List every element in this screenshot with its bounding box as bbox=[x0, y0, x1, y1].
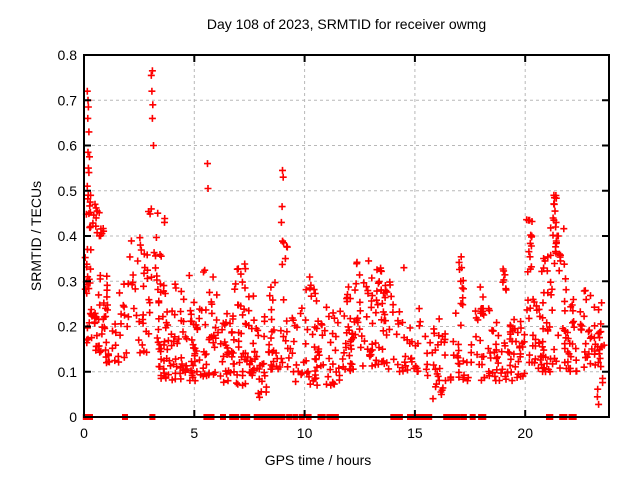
x-tick-label: 20 bbox=[517, 425, 533, 441]
y-tick-label: 0.6 bbox=[58, 138, 78, 154]
y-tick-label: 0.1 bbox=[58, 364, 78, 380]
y-tick-label: 0.8 bbox=[58, 47, 78, 63]
y-tick-label: 0.5 bbox=[58, 183, 78, 199]
y-tick-label: 0.2 bbox=[58, 319, 78, 335]
y-tick-label: 0.7 bbox=[58, 92, 78, 108]
chart-tick-marks bbox=[83, 54, 609, 418]
chart-data-markers bbox=[81, 67, 608, 408]
y-tick-label: 0.4 bbox=[58, 228, 78, 244]
x-axis-label: GPS time / hours bbox=[265, 452, 372, 468]
y-tick-label: 0 bbox=[69, 409, 77, 425]
x-tick-label: 15 bbox=[407, 425, 423, 441]
chart-title: Day 108 of 2023, SRMTID for receiver owm… bbox=[207, 16, 486, 32]
x-tick-label: 5 bbox=[190, 425, 198, 441]
x-tick-label: 10 bbox=[297, 425, 313, 441]
x-tick-label: 0 bbox=[80, 425, 88, 441]
y-axis-label: SRMTID / TECUs bbox=[28, 181, 44, 291]
y-tick-label: 0.3 bbox=[58, 273, 78, 289]
chart-text-labels: Day 108 of 2023, SRMTID for receiver owm… bbox=[28, 16, 533, 468]
